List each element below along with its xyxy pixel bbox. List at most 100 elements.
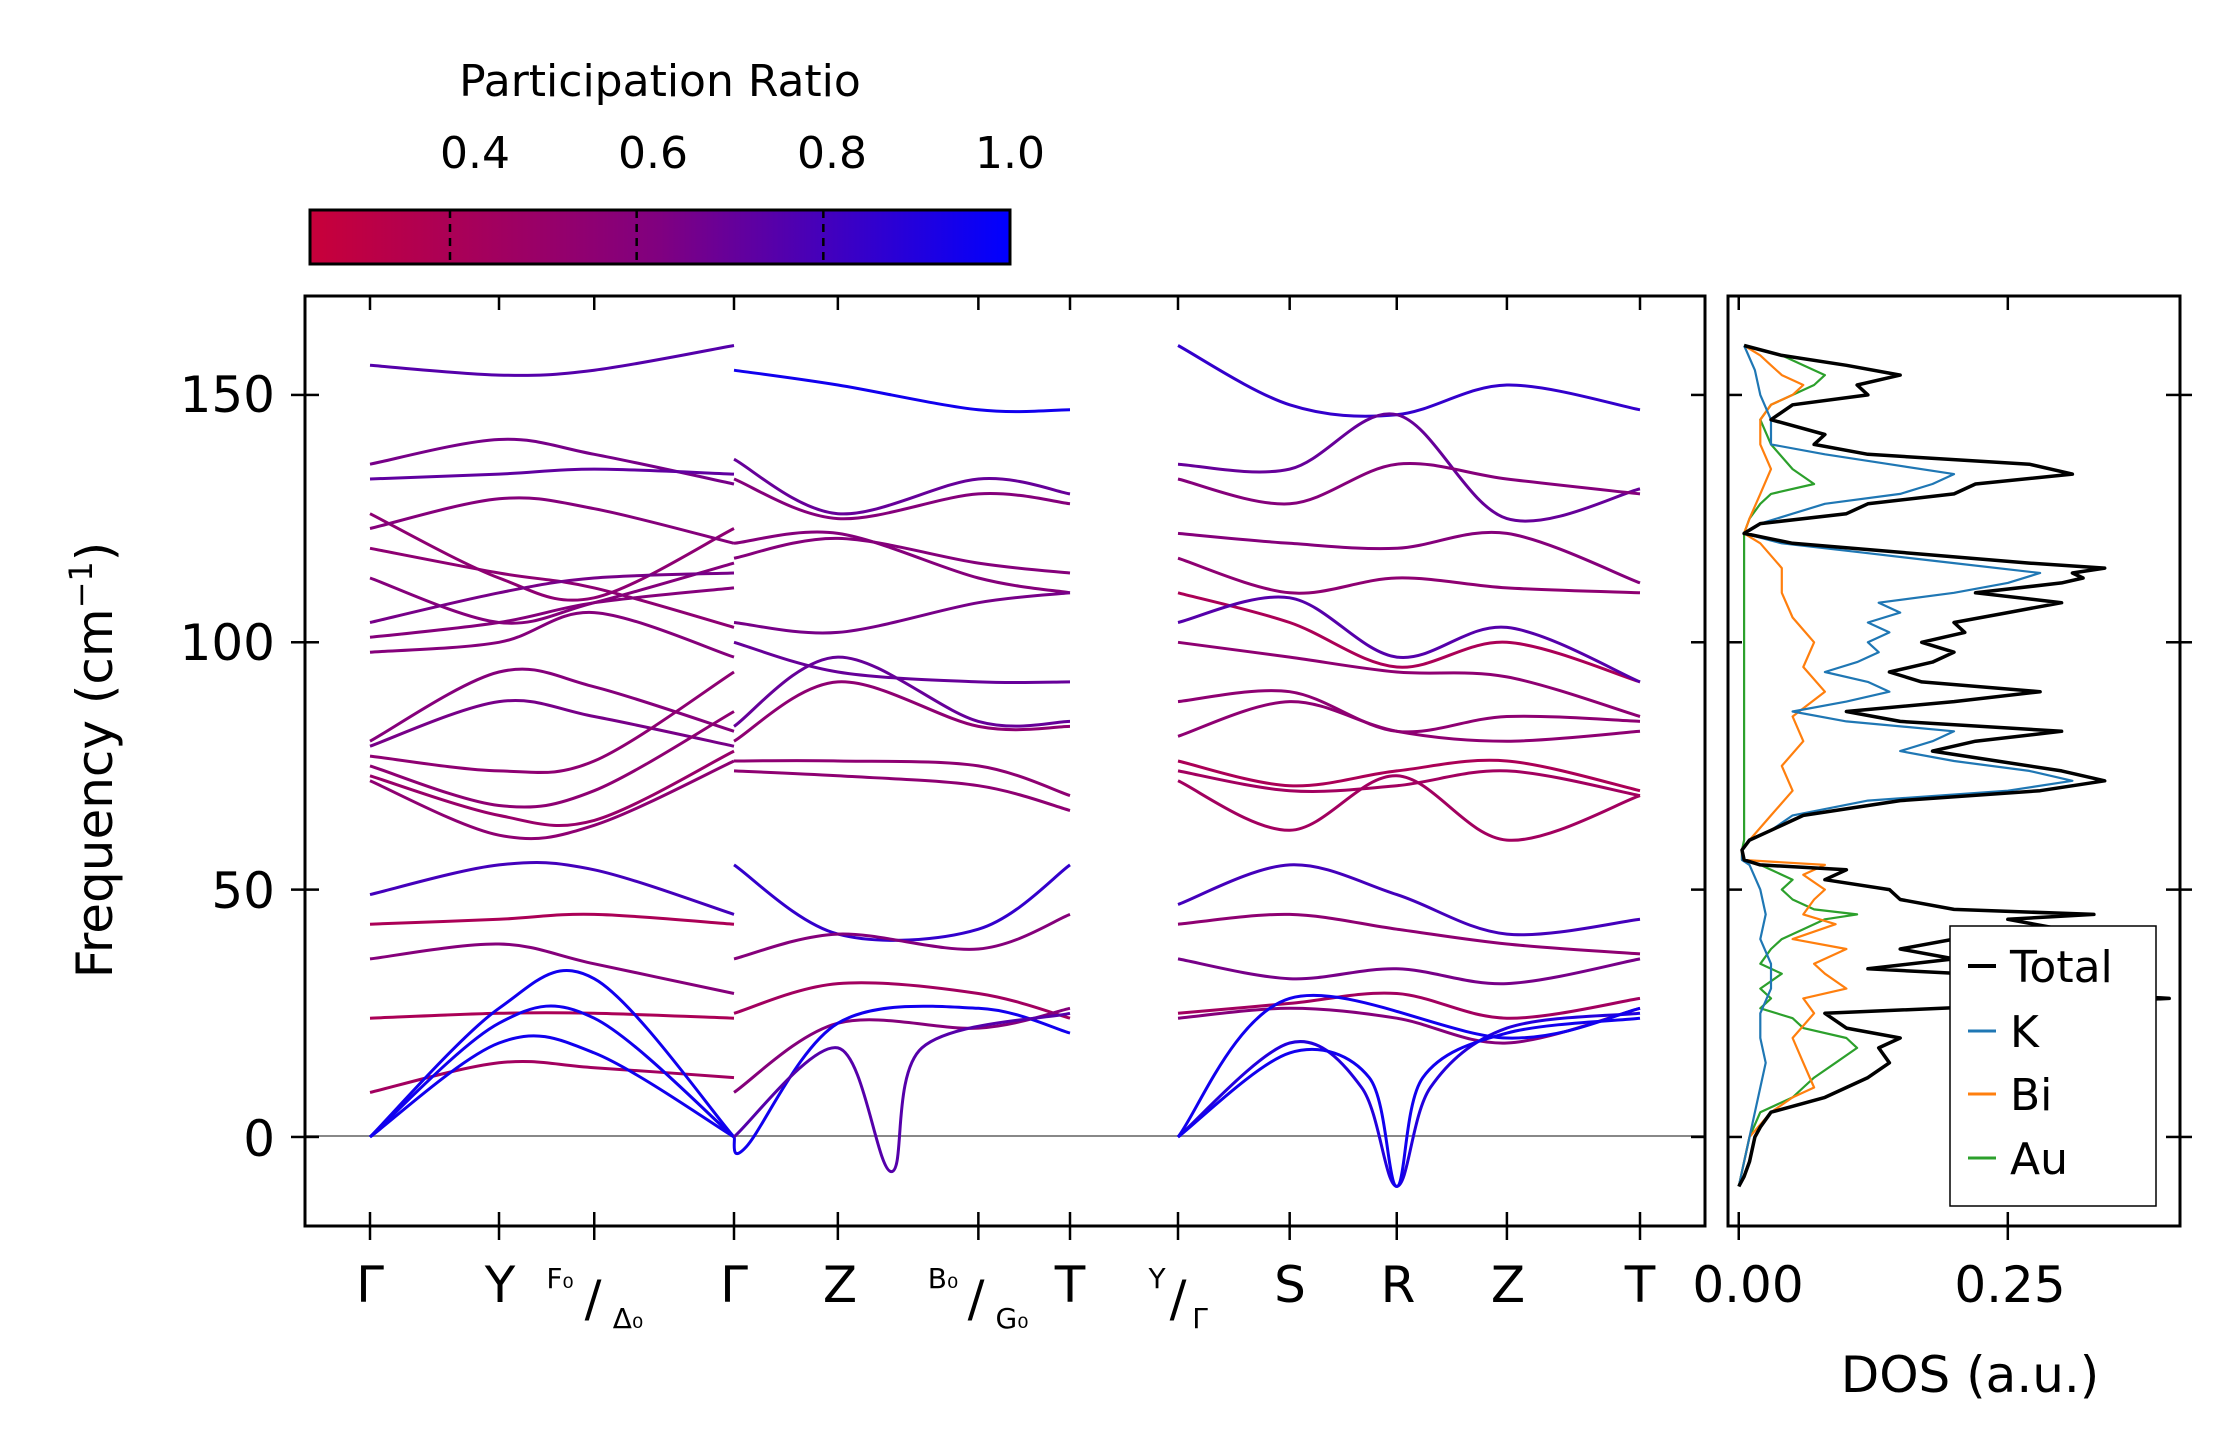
x-tick-label: S xyxy=(1274,1256,1306,1314)
phonon-band-b25 xyxy=(733,368,1071,414)
dos-line-au xyxy=(1737,344,1859,1187)
x-tick-label-sub: G₀ xyxy=(996,1302,1029,1335)
phonon-band-b54 xyxy=(1177,774,1641,842)
colorbar-tick-label: 0.6 xyxy=(618,128,688,179)
phonon-band-b57 xyxy=(1177,957,1641,986)
phonon-band-b41 xyxy=(733,1011,1071,1174)
phonon-band-b8 xyxy=(369,571,735,624)
phonon-band-b47 xyxy=(1177,591,1641,684)
phonon-band-b9 xyxy=(369,586,735,639)
phonon-band-b46 xyxy=(1177,556,1641,595)
colorbar-tick-label: 1.0 xyxy=(975,128,1045,179)
colorbar-gradient xyxy=(308,208,1012,266)
x-tick-label-sup: F₀ xyxy=(546,1262,573,1295)
phonon-band-b35 xyxy=(733,769,1071,812)
dispersion-panel: 0 50 100 150 Frequency (cm−1) Γ Y F₀ / Δ… xyxy=(62,294,1707,1335)
phonon-band-b55 xyxy=(1177,863,1641,937)
phonon-band-b15 xyxy=(369,749,735,827)
phonon-band-b27 xyxy=(733,477,1071,521)
phonon-band-b20 xyxy=(369,1011,735,1020)
x-tick-label: Γ xyxy=(356,1256,384,1314)
phonon-band-b43 xyxy=(1177,412,1641,523)
x-tick-label: T xyxy=(1054,1256,1086,1314)
colorbar-tick-label: 0.4 xyxy=(440,128,510,179)
y-tick-label: 0 xyxy=(243,1110,275,1168)
dos-line-bi xyxy=(1737,344,1848,1187)
phonon-band-b51 xyxy=(1177,700,1641,743)
phonon-band-b52 xyxy=(1177,758,1641,793)
phonon-band-b45 xyxy=(1177,530,1641,585)
dos-frame xyxy=(1726,294,2182,1228)
dispersion-frame xyxy=(303,294,1707,1228)
phonon-band-b13 xyxy=(369,670,735,775)
phonon-band-b1 xyxy=(369,344,735,377)
dos-x-tick-label: 0.00 xyxy=(1692,1256,1803,1314)
phonon-band-b53 xyxy=(1177,769,1641,798)
phonon-band-b33 xyxy=(733,680,1071,743)
phonon-band-b61 xyxy=(1177,1016,1641,1188)
x-tick-label: R xyxy=(1381,1256,1416,1314)
phonon-band-b32 xyxy=(733,655,1071,728)
phonon-band-b30 xyxy=(733,591,1071,635)
legend-label-bi: Bi xyxy=(2010,1070,2052,1121)
x-tick-label: / xyxy=(968,1270,985,1328)
phonon-band-b38 xyxy=(733,981,1071,1020)
phonon-band-b40 xyxy=(732,1004,1071,1156)
phonon-band-b4 xyxy=(369,512,735,602)
x-tick-label: T xyxy=(1624,1256,1656,1314)
y-tick-label: 100 xyxy=(180,614,275,672)
x-tick-label: Z xyxy=(823,1256,857,1314)
y-tick-label: 150 xyxy=(180,366,275,424)
phonon-band-b6 xyxy=(369,546,735,629)
phonon-band-b36 xyxy=(733,863,1071,942)
colorbar-tick-label: 0.8 xyxy=(797,128,867,179)
dos-x-tick-label: 0.25 xyxy=(1954,1256,2065,1314)
phonon-band-b12 xyxy=(369,699,735,748)
phonon-band-b49 xyxy=(1177,640,1641,718)
phonon-band-b42 xyxy=(1177,344,1641,418)
phonon-band-b28 xyxy=(733,530,1071,595)
phonon-band-b7 xyxy=(369,561,735,625)
phonon-band-b37 xyxy=(733,912,1071,961)
x-tick-label: Y xyxy=(484,1256,516,1314)
colorbar: Participation Ratio 0.4 0.6 0.8 1.0 xyxy=(308,56,1045,266)
phonon-band-b26 xyxy=(733,457,1071,516)
x-tick-label: Z xyxy=(1491,1256,1525,1314)
phonon-band-b18 xyxy=(369,912,735,926)
x-tick-label: Γ xyxy=(720,1256,748,1314)
legend-label-au: Au xyxy=(2010,1134,2068,1185)
x-tick-label: / xyxy=(585,1270,602,1328)
x-tick-label-sup: B₀ xyxy=(928,1262,958,1295)
phonon-band-b62 xyxy=(1176,993,1641,1138)
phonon-band-b19 xyxy=(369,942,735,995)
dos-line-k xyxy=(1737,345,2074,1187)
y-axis-label: Frequency (cm−1) xyxy=(62,542,124,979)
phonon-band-b34 xyxy=(733,759,1071,798)
legend-label-k: K xyxy=(2010,1007,2040,1058)
phonon-band-b56 xyxy=(1177,912,1641,956)
colorbar-label: Participation Ratio xyxy=(459,56,861,107)
phonon-band-b44 xyxy=(1177,462,1641,506)
phonon-band-b16 xyxy=(369,759,735,841)
phonon-band-b17 xyxy=(369,860,735,916)
phonon-band-b24 xyxy=(369,1034,735,1139)
dos-panel: 0.00 0.25 DOS (a.u.) Total K Bi Au xyxy=(1692,294,2192,1404)
phonon-band-b48 xyxy=(1177,595,1641,684)
phonon-band-b22 xyxy=(368,969,736,1139)
dos-legend: Total K Bi Au xyxy=(1949,925,2157,1207)
x-tick-label-sub: Δ₀ xyxy=(613,1302,643,1335)
dos-x-axis-label: DOS (a.u.) xyxy=(1841,1346,2100,1404)
phonon-band-b5 xyxy=(369,496,735,545)
phonon-band-b3 xyxy=(369,467,735,481)
x-tick-label: / xyxy=(1170,1270,1187,1328)
y-tick-label: 50 xyxy=(211,862,275,920)
x-tick-label-sub: Γ xyxy=(1192,1302,1208,1335)
phonon-band-b14 xyxy=(369,710,735,809)
x-tick-label-sup: Y xyxy=(1147,1262,1166,1295)
phonon-band-b58 xyxy=(1177,991,1641,1020)
phonon-band-b60 xyxy=(1177,1011,1641,1188)
phonon-band-b10 xyxy=(369,611,735,659)
legend-label-total: Total xyxy=(2009,942,2113,993)
phonon-band-b23 xyxy=(369,1004,735,1139)
